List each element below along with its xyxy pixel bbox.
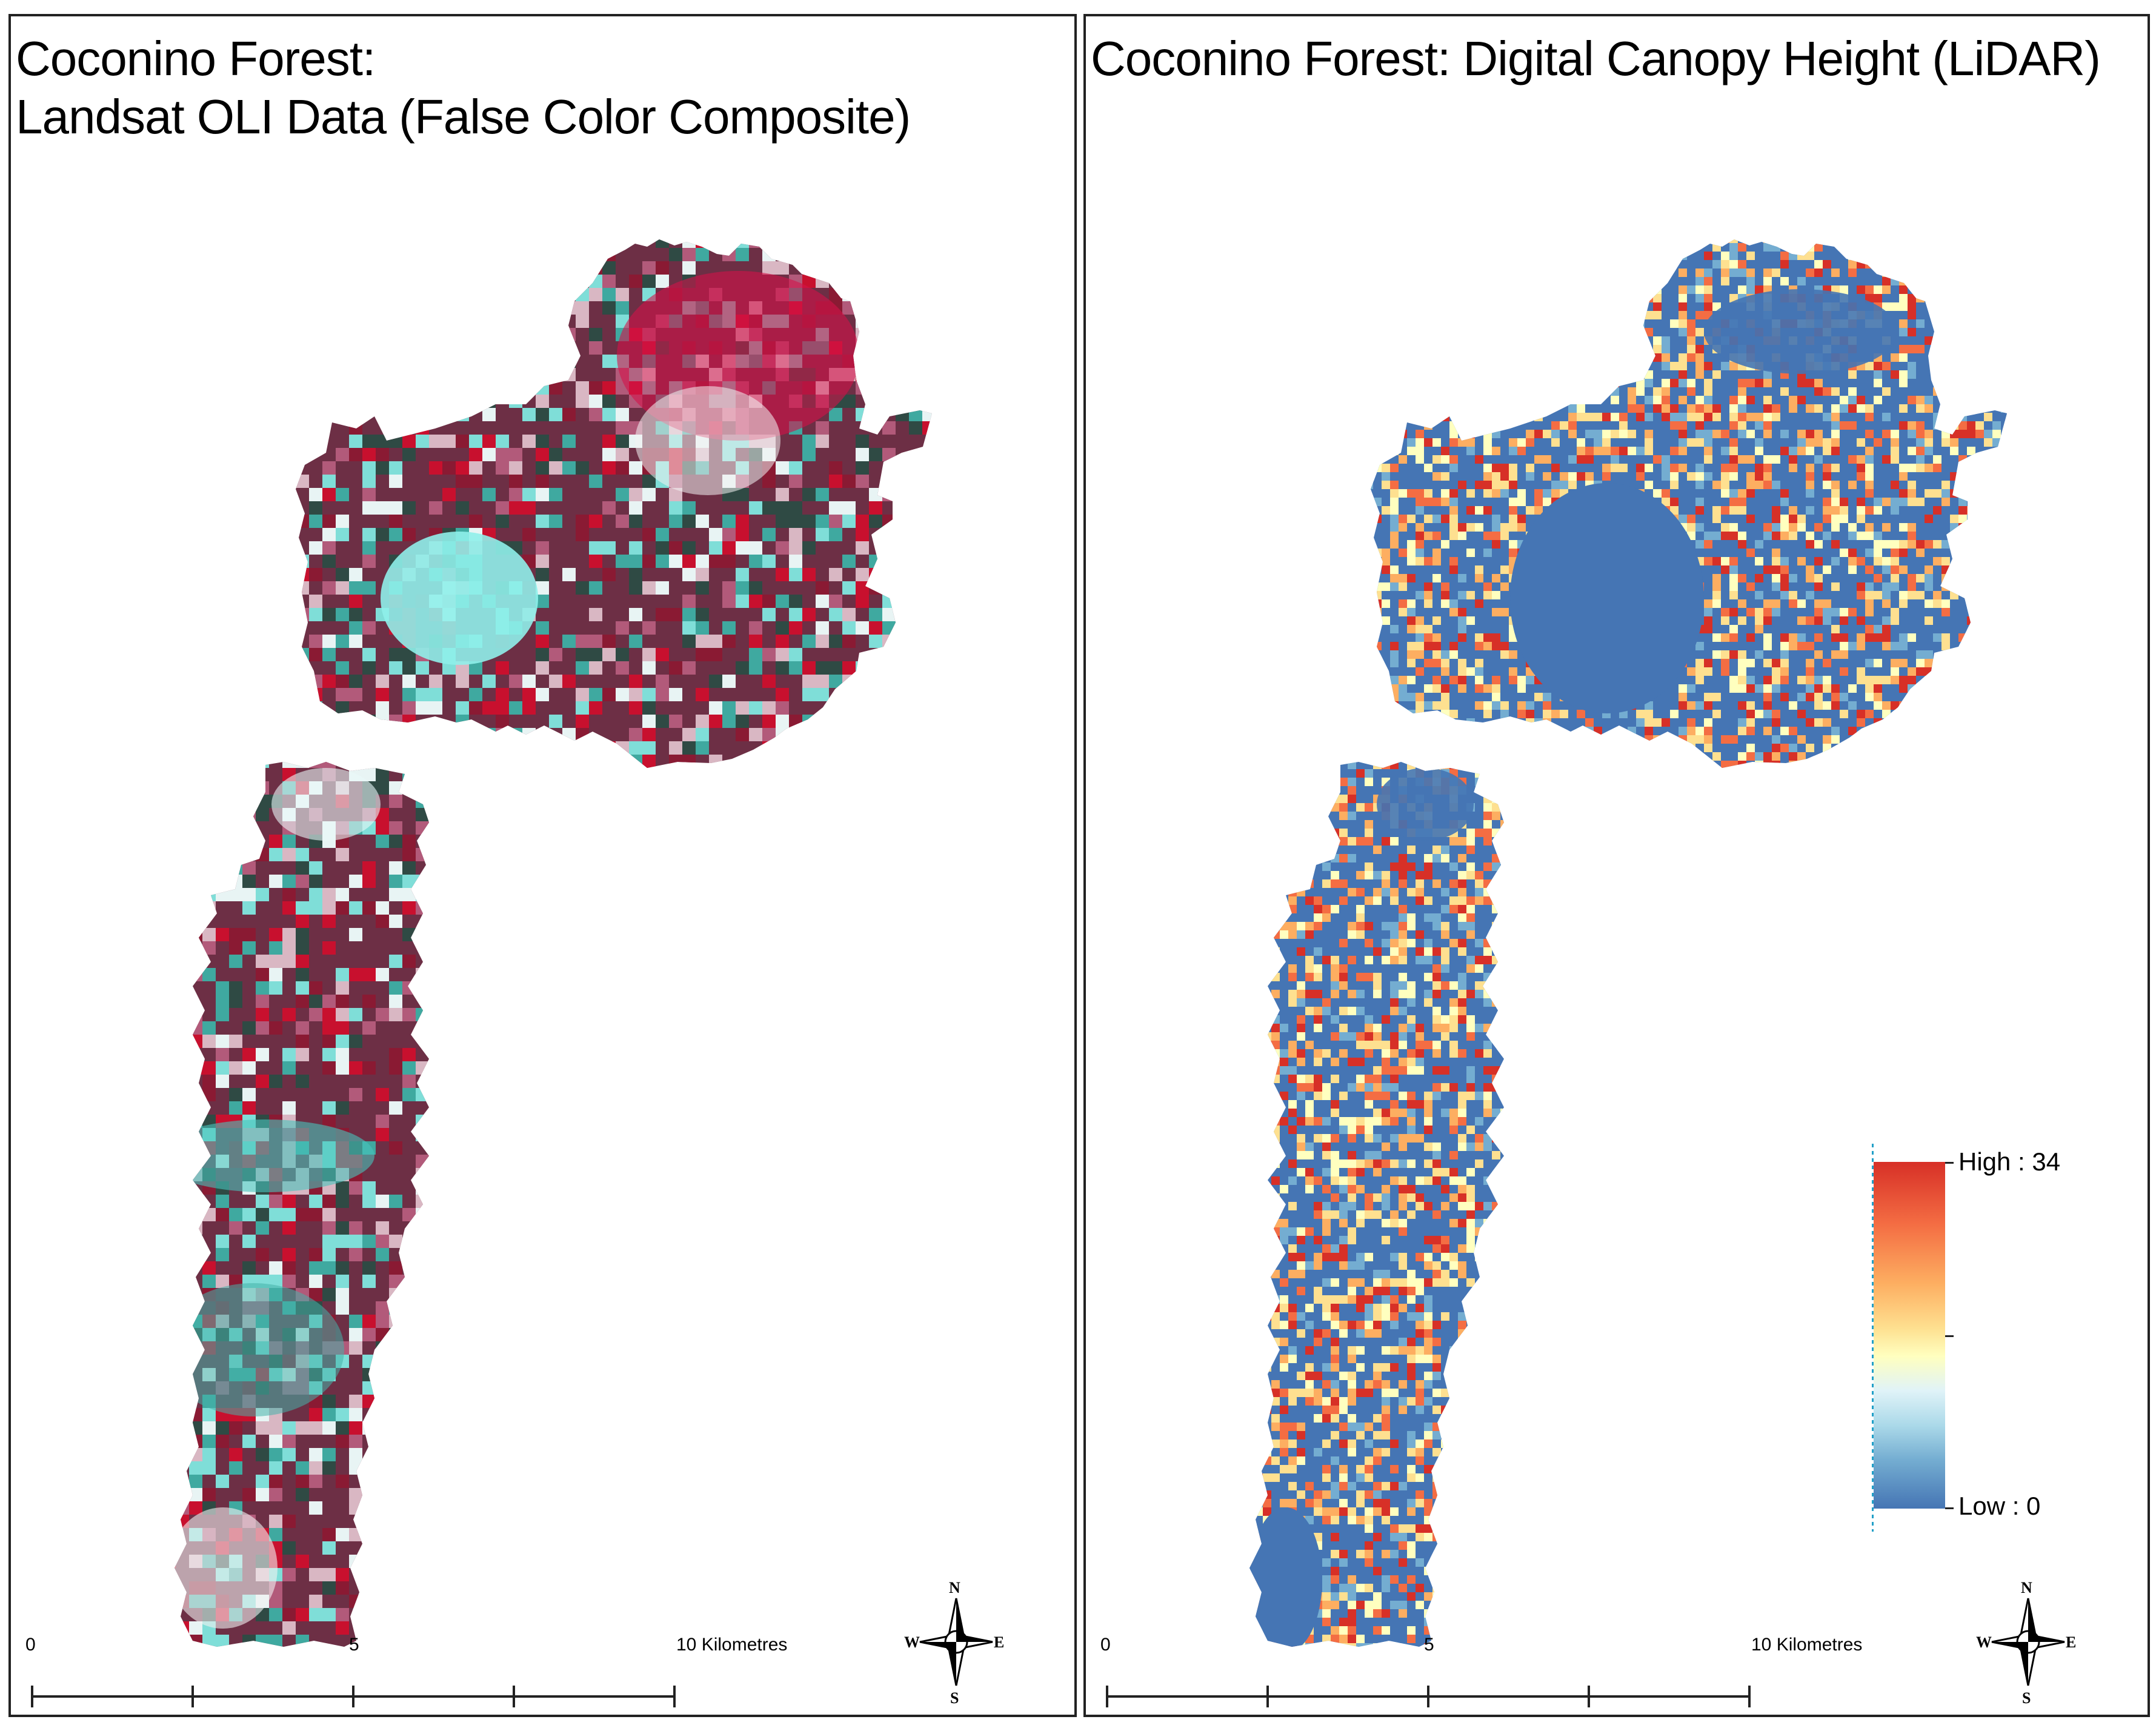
compass-s: S [950,1689,959,1707]
compass-e: E [994,1633,1005,1651]
legend-tick-low [1945,1507,1954,1509]
scale-bar-right: 0 5 10 Kilometres [1100,1635,1862,1707]
scale-label-10: 10 Kilometres [1751,1635,1863,1655]
scale-bar-left: 0 5 10 Kilometres [25,1635,787,1707]
landsat-title-line-2: Landsat OLI Data (False Color Composite) [16,90,911,144]
compass-e: E [2066,1633,2077,1651]
legend-high-label: High : 34 [1958,1147,2061,1176]
scale-label-5: 5 [1424,1635,1434,1655]
scale-tick [673,1686,676,1707]
scale-tick [1748,1686,1751,1707]
compass-w: W [1976,1633,1992,1651]
north-arrow-right: N S E W [1968,1574,2089,1707]
compass-w: W [904,1633,920,1651]
scale-tick [31,1686,33,1707]
legend-color-ramp [1874,1162,1945,1509]
scale-label-0: 0 [1100,1635,1111,1655]
legend-tick-mid [1945,1335,1954,1337]
scale-tick [191,1686,194,1707]
scale-tick [1266,1686,1269,1707]
scale-tick [352,1686,354,1707]
scale-label-0: 0 [25,1635,36,1655]
landsat-map-title: Coconino Forest: Landsat OLI Data (False… [16,30,911,146]
landsat-title-line-1: Coconino Forest: [16,32,376,85]
legend-tick-high [1945,1162,1954,1164]
compass-rose-icon [919,1598,993,1686]
compass-n: N [949,1579,960,1596]
scale-tick [513,1686,515,1707]
scale-tick [1427,1686,1429,1707]
landsat-raster [175,239,932,1647]
canopy-map-title: Coconino Forest: Digital Canopy Height (… [1091,32,2101,85]
landsat-map-panel: Coconino Forest: Landsat OLI Data (False… [8,14,1077,1717]
scale-label-10: 10 Kilometres [676,1635,788,1655]
legend-axis [1872,1144,1874,1532]
canopy-height-map-panel: Coconino Forest: Digital Canopy Height (… [1083,14,2150,1717]
landsat-map-canvas [175,239,932,1647]
scale-label-5: 5 [349,1635,359,1655]
compass-rose-icon [1991,1598,2065,1686]
scale-tick [1588,1686,1590,1707]
canopy-height-legend: High : 34 Low : 0 [1872,1126,2140,1550]
north-arrow-left: N S E W [896,1574,1017,1707]
legend-low-label: Low : 0 [1958,1492,2041,1520]
compass-s: S [2022,1689,2031,1707]
compass-n: N [2021,1579,2032,1596]
scale-tick [1106,1686,1108,1707]
